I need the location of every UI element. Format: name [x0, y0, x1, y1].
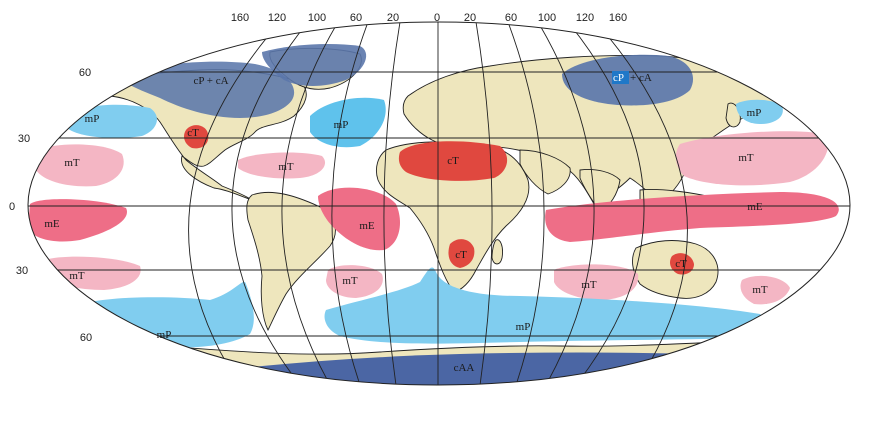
cpca-north-america-region — [118, 61, 295, 118]
label-mt-south-indian: mT — [581, 279, 597, 291]
lon-label: 60 — [505, 12, 517, 24]
ct-north-america-region — [184, 125, 209, 149]
label-mt-southeast-pacific: mT — [69, 270, 85, 282]
label-cpca-asia-cp: cP — [613, 72, 624, 84]
lon-label: 20 — [464, 12, 476, 24]
label-mt-new-zealand: mT — [752, 284, 768, 296]
mt-east-pacific-region — [36, 144, 124, 187]
mp-north-pacific-east-region — [64, 104, 157, 138]
longitude-labels: 160 120 100 60 20 0 20 60 100 120 160 — [231, 12, 627, 24]
me-atlantic-region — [318, 187, 400, 251]
label-mp-southern-ocean: mP — [516, 321, 531, 333]
meridian — [537, 22, 595, 385]
air-mass-labels: cP + cA cP + cA mP mP mP cT cT cT cT mT … — [44, 71, 768, 374]
lon-label: 20 — [387, 12, 399, 24]
mt-southeast-pacific-region — [44, 256, 141, 290]
label-mt-west-pacific: mT — [738, 152, 754, 164]
label-cpca-north-america: cP + cA — [193, 75, 228, 87]
label-me-indo-pacific: mE — [747, 201, 763, 213]
mt-west-pacific-region — [675, 131, 829, 186]
label-mt-east-pacific: mT — [64, 157, 80, 169]
label-me-east-pacific: mE — [44, 218, 60, 230]
me-indo-pacific-region — [545, 192, 839, 242]
lon-label: 120 — [268, 12, 286, 24]
meridian — [507, 22, 545, 385]
south-america-land — [246, 191, 336, 332]
label-mp-north-pacific-east: mP — [85, 113, 100, 125]
mp-southern-ocean-region — [324, 267, 766, 344]
label-mt-south-atlantic: mT — [342, 275, 358, 287]
meridian — [331, 22, 369, 385]
lon-label: 100 — [308, 12, 326, 24]
label-cpca-asia-rest: + cA — [630, 72, 652, 84]
lon-label: 160 — [231, 12, 249, 24]
latitude-labels: 60 30 0 30 60 — [9, 67, 92, 344]
label-mp-north-atlantic: mP — [334, 119, 349, 131]
lat-label-equator: 0 — [9, 201, 15, 213]
label-mp-south-pacific: mP — [157, 329, 172, 341]
ct-south-africa-region — [448, 239, 475, 268]
lon-label: 120 — [576, 12, 594, 24]
lat-label-30s: 30 — [16, 265, 28, 277]
mt-caribbean-region — [238, 152, 326, 179]
lat-label-60n: 60 — [79, 67, 91, 79]
longitude-lines — [188, 22, 688, 385]
label-ct-australia: cT — [675, 258, 687, 270]
lat-label-60s: 60 — [80, 332, 92, 344]
mt-south-atlantic-region — [326, 265, 383, 298]
meridian — [475, 22, 493, 385]
lon-label: 100 — [538, 12, 556, 24]
ct-australia-region — [670, 253, 694, 275]
lon-label: 160 — [609, 12, 627, 24]
meridian — [188, 22, 281, 385]
label-ct-north-america: cT — [187, 127, 199, 139]
map-body — [28, 22, 850, 385]
meridian — [567, 22, 645, 385]
label-ct-south-africa: cT — [455, 249, 467, 261]
arabia-land — [519, 149, 571, 195]
lat-label-30n: 30 — [18, 133, 30, 145]
cp-greenland-region — [262, 44, 367, 86]
mt-south-indian-region — [554, 264, 639, 300]
lon-label: 0 — [434, 12, 440, 24]
mp-north-atlantic-region — [310, 97, 386, 148]
meridian — [281, 22, 339, 385]
mp-north-pacific-west-region — [736, 99, 783, 124]
map-outline — [27, 21, 851, 386]
label-caa: cAA — [454, 362, 475, 374]
mt-new-zealand-region — [740, 275, 790, 305]
cp-highlight-box — [612, 71, 629, 84]
india-land — [579, 169, 621, 213]
label-mp-north-pacific-west: mP — [747, 107, 762, 119]
ct-sahara-region — [398, 141, 508, 181]
label-me-atlantic: mE — [359, 220, 375, 232]
me-east-pacific-region — [28, 199, 127, 242]
madagascar-land — [491, 239, 503, 265]
meridian — [231, 22, 309, 385]
label-mt-caribbean: mT — [278, 161, 294, 173]
meridian — [595, 22, 688, 385]
lon-label: 60 — [350, 12, 362, 24]
label-ct-sahara: cT — [447, 155, 459, 167]
meridian — [383, 22, 401, 385]
